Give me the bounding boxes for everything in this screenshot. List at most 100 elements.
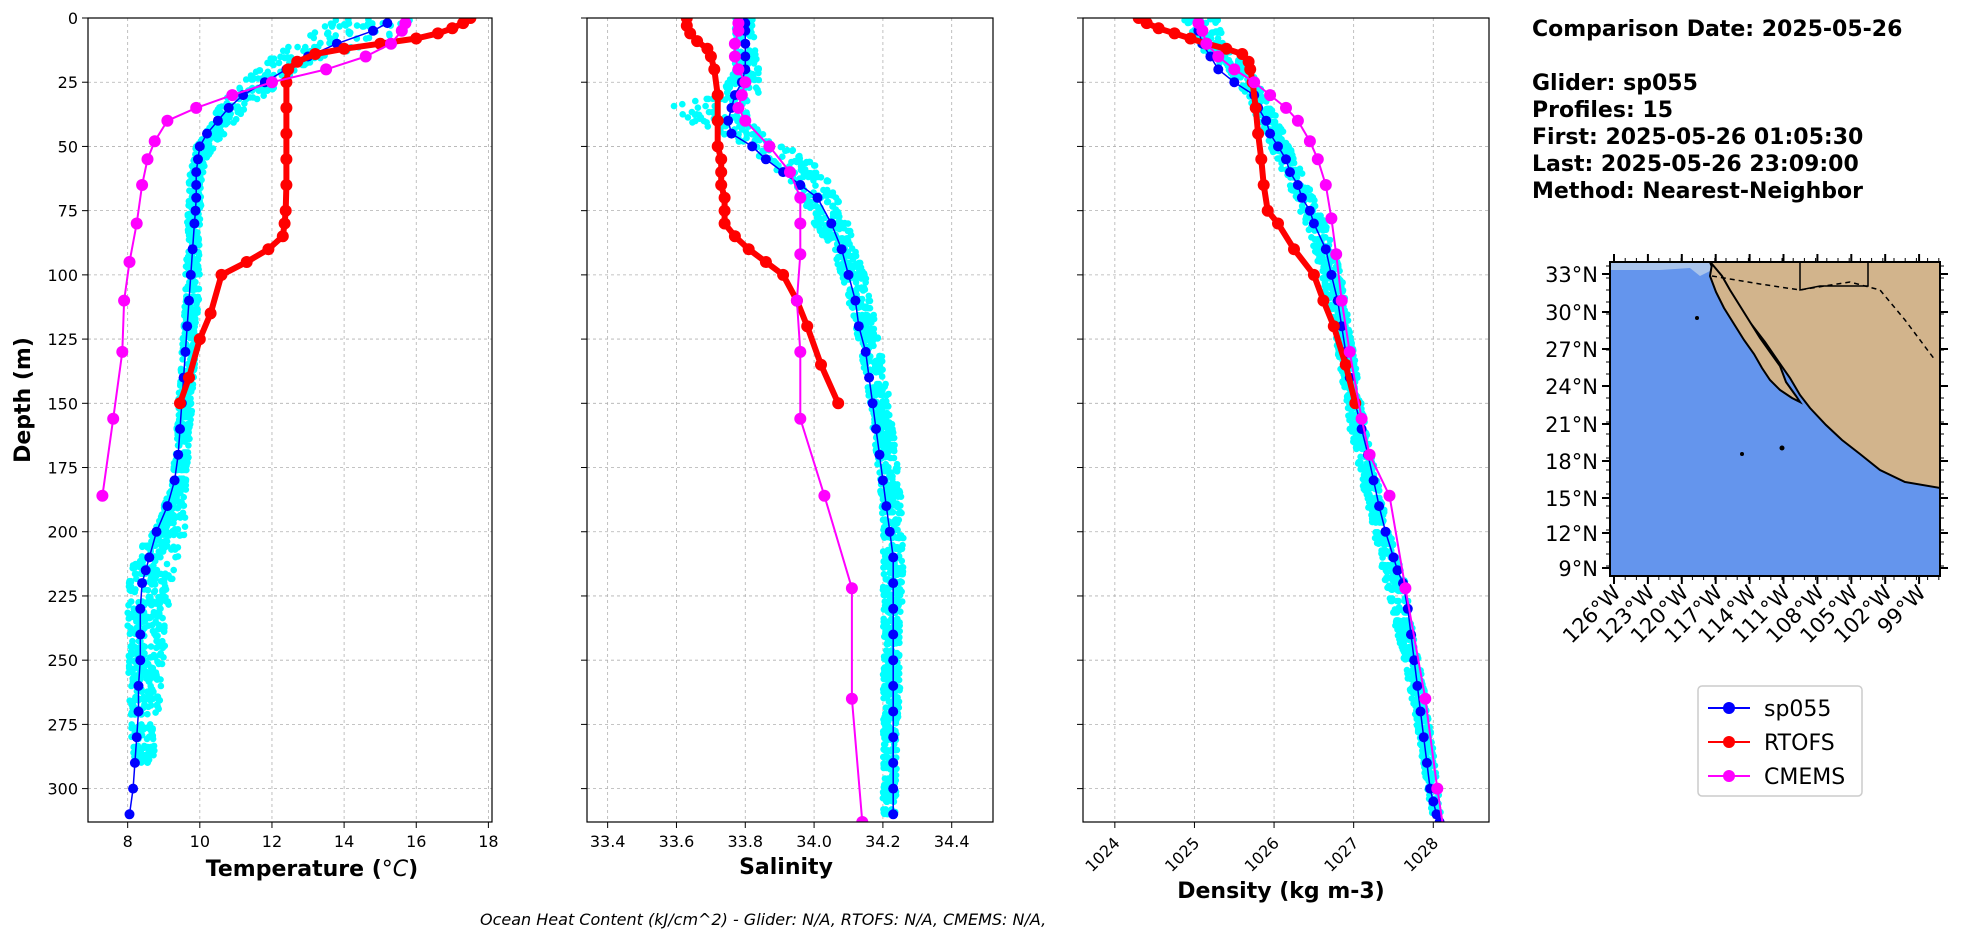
profile-point [1305, 186, 1313, 194]
y-tick-label: 75 [58, 202, 78, 221]
map-frame [1609, 261, 1941, 577]
profile-point [856, 259, 864, 267]
x-tick-label: 18 [478, 832, 498, 851]
profile-point [240, 106, 248, 113]
profile-point [179, 335, 187, 343]
profile-point [1374, 511, 1382, 518]
x-tick-label: 34.2 [865, 832, 901, 851]
series-point [704, 50, 717, 63]
profile-point [1365, 504, 1372, 511]
profile-point [173, 487, 180, 495]
series-point [1418, 732, 1429, 743]
glider-name: Glider: sp055 [1532, 71, 1698, 96]
series-point [309, 48, 322, 60]
series-point [262, 243, 275, 256]
profile-point [180, 493, 187, 501]
profile-point [1374, 529, 1381, 536]
profile-point [824, 198, 832, 206]
profile-point [326, 39, 333, 47]
series-point [129, 757, 140, 768]
series-point [794, 248, 807, 261]
series-point [740, 51, 751, 62]
profile-point [893, 468, 901, 475]
profile-point [878, 357, 886, 365]
profile-point [162, 593, 169, 601]
profile-point [806, 170, 814, 177]
profile-point [880, 741, 888, 748]
profile-point [1389, 540, 1397, 548]
profile-point [730, 76, 737, 84]
profile-point [878, 353, 886, 360]
profile-point [131, 643, 138, 650]
profile-point [150, 751, 157, 759]
profile-point [124, 622, 131, 629]
series-point [860, 346, 871, 357]
profile-point [1397, 622, 1405, 629]
series-point [747, 141, 758, 152]
series-line [128, 22, 388, 815]
series-point [1399, 582, 1412, 595]
profile-point [1326, 282, 1334, 290]
series-point [446, 22, 459, 35]
gridlines [587, 17, 993, 822]
series-point [888, 552, 899, 563]
profile-point [1378, 547, 1385, 554]
profile-point [1392, 576, 1400, 584]
y-tick-label: 175 [47, 459, 78, 478]
series-point [194, 141, 205, 152]
series-point [1412, 680, 1423, 691]
profile-point [131, 564, 139, 571]
series-point [812, 192, 823, 203]
profile-point [721, 131, 728, 138]
profile-point [150, 688, 157, 695]
series-point [124, 809, 135, 820]
profile-point [885, 441, 893, 449]
x-tick-label: 1026 [1241, 833, 1283, 875]
profile-point [779, 153, 786, 160]
series-point [191, 180, 202, 190]
profile-point [186, 187, 193, 194]
series-point [735, 89, 748, 102]
profile-point [253, 95, 261, 103]
profile-point [321, 23, 329, 30]
series-point [884, 526, 895, 537]
profile-point [1405, 668, 1412, 675]
series-cmems [728, 18, 869, 822]
profile-point [842, 235, 850, 242]
salinity-plot: 33.4 33.6 33.8 34.0 34.2 34.4 [581, 17, 994, 851]
series-cmems [96, 18, 412, 502]
series-point [191, 192, 202, 203]
profile-point [226, 114, 233, 121]
profile-point [205, 151, 213, 158]
profile-point [679, 100, 686, 108]
series-point [276, 230, 289, 243]
profile-point [155, 548, 163, 555]
series-point [760, 154, 771, 165]
density-plot: 1024 1025 1026 1027 1028 [1077, 17, 1490, 876]
series-point [1304, 205, 1315, 216]
series-point [1383, 489, 1396, 502]
profile-point [849, 252, 856, 260]
profile-point [129, 637, 136, 645]
profile-point [860, 364, 868, 372]
profile-point [1269, 148, 1277, 156]
series-point [843, 269, 854, 280]
series-point [1152, 22, 1165, 35]
lat-tick-label: 9°N [1558, 557, 1598, 581]
series-point [867, 398, 878, 409]
profile-point [882, 710, 889, 717]
profile-point [852, 279, 860, 286]
profile-point [827, 235, 834, 242]
profile-point [1328, 301, 1335, 309]
profile-point [743, 134, 750, 142]
profile-point [881, 552, 889, 560]
profile-point [149, 621, 156, 629]
series-point [410, 32, 423, 45]
series-point [128, 783, 139, 794]
profile-point [128, 613, 135, 621]
profile-point [128, 682, 135, 690]
x-ticks: 8 10 12 14 16 18 [123, 822, 499, 851]
profile-point [236, 84, 243, 92]
series-point [118, 294, 131, 307]
x-ticks: 1024 1025 1026 1027 1028 [1081, 822, 1442, 876]
